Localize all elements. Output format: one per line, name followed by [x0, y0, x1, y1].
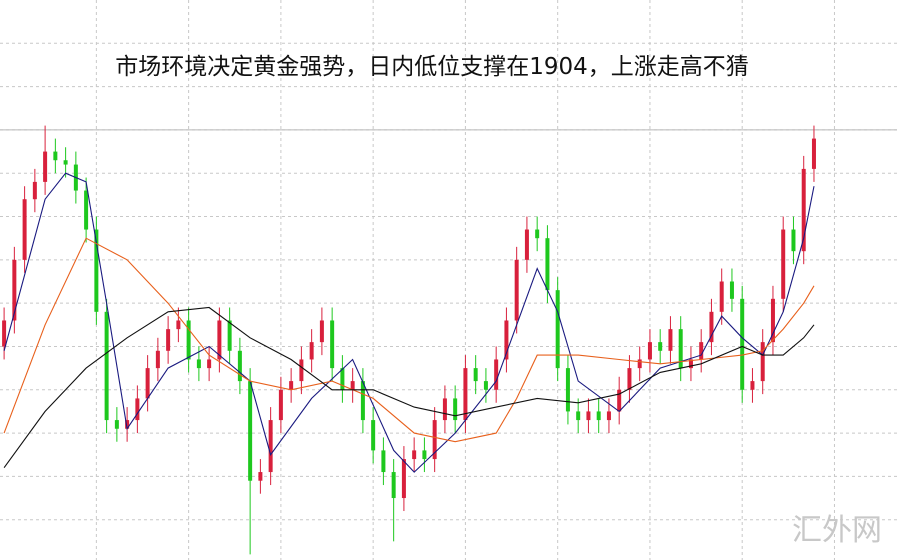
candle-body	[801, 168, 806, 252]
candle-body	[135, 398, 140, 421]
candle-body	[186, 320, 191, 360]
candle-body	[381, 450, 386, 473]
candle-body	[637, 359, 642, 369]
candle-body	[504, 320, 509, 360]
candle-body	[463, 368, 468, 421]
candle-body	[371, 420, 376, 451]
moving-average	[3, 237, 815, 443]
candle-body	[524, 229, 529, 260]
candle-body	[258, 472, 263, 481]
chart-title: 市场环境决定黄金强势，日内低位支撑在1904，上涨走高不猜	[115, 54, 749, 80]
candle-body	[145, 368, 150, 399]
candle-body	[360, 381, 365, 421]
candle-body	[217, 320, 222, 360]
candle-body	[617, 389, 622, 412]
candle-body	[709, 311, 714, 343]
candle-body	[668, 329, 673, 351]
candle-body	[207, 359, 212, 369]
candle-body	[248, 381, 253, 481]
candle-body	[289, 381, 294, 390]
lines	[3, 172, 815, 473]
candle-body	[770, 298, 775, 343]
candles	[2, 125, 816, 555]
candle-body	[565, 368, 570, 412]
candle-body	[412, 450, 417, 460]
candle-body	[43, 151, 48, 182]
moving-average	[3, 306, 815, 469]
candle-body	[658, 342, 663, 351]
candle-body	[340, 368, 345, 390]
candle-body	[453, 398, 458, 421]
candle-body	[22, 199, 27, 260]
candle-body	[104, 311, 109, 421]
candle-body	[473, 368, 478, 382]
candle-body	[535, 229, 540, 239]
candle-body	[166, 329, 171, 351]
candle-body	[268, 420, 273, 473]
candle-body	[647, 342, 652, 360]
candle-body	[586, 411, 591, 421]
candle-body	[32, 181, 37, 200]
watermark: 汇外网	[792, 513, 882, 548]
candle-body	[114, 420, 119, 429]
moving-average	[3, 172, 815, 473]
candle-body	[442, 398, 447, 421]
candle-body	[781, 229, 786, 299]
candle-body	[63, 160, 68, 165]
candle-body	[299, 359, 304, 382]
candle-body	[155, 350, 160, 369]
candle-body	[483, 381, 488, 390]
candle-body	[514, 259, 519, 321]
candle-body	[53, 151, 58, 161]
candle-body	[627, 368, 632, 390]
candle-body	[791, 229, 796, 252]
candle-body	[576, 411, 581, 421]
candle-body	[740, 298, 745, 390]
candle-body	[227, 320, 232, 351]
candle-body	[606, 411, 611, 421]
candle-body	[309, 342, 314, 360]
candle-body	[688, 359, 693, 369]
candle-body	[391, 472, 396, 499]
candle-body	[278, 389, 283, 421]
candle-body	[811, 138, 816, 169]
candle-body	[422, 450, 427, 460]
candle-body	[350, 381, 355, 390]
candle-body	[196, 359, 201, 369]
candle-body	[760, 342, 765, 382]
candle-body	[729, 281, 734, 299]
candle-body	[125, 420, 130, 429]
candle-body	[494, 359, 499, 390]
candle-body	[319, 320, 324, 343]
candle-body	[401, 459, 406, 499]
candle-body	[2, 320, 7, 347]
candle-body	[699, 342, 704, 360]
candle-body	[432, 420, 437, 460]
candle-body	[84, 190, 89, 230]
candle-body	[12, 259, 17, 321]
candle-body	[545, 238, 550, 291]
candle-body	[94, 229, 99, 312]
candle-body	[596, 411, 601, 421]
candle-body	[555, 290, 560, 369]
candle-body	[176, 320, 181, 330]
candle-body	[237, 350, 242, 382]
candle-body	[678, 329, 683, 369]
candle-body	[719, 281, 724, 312]
candle-body	[750, 381, 755, 390]
candle-body	[330, 320, 335, 369]
